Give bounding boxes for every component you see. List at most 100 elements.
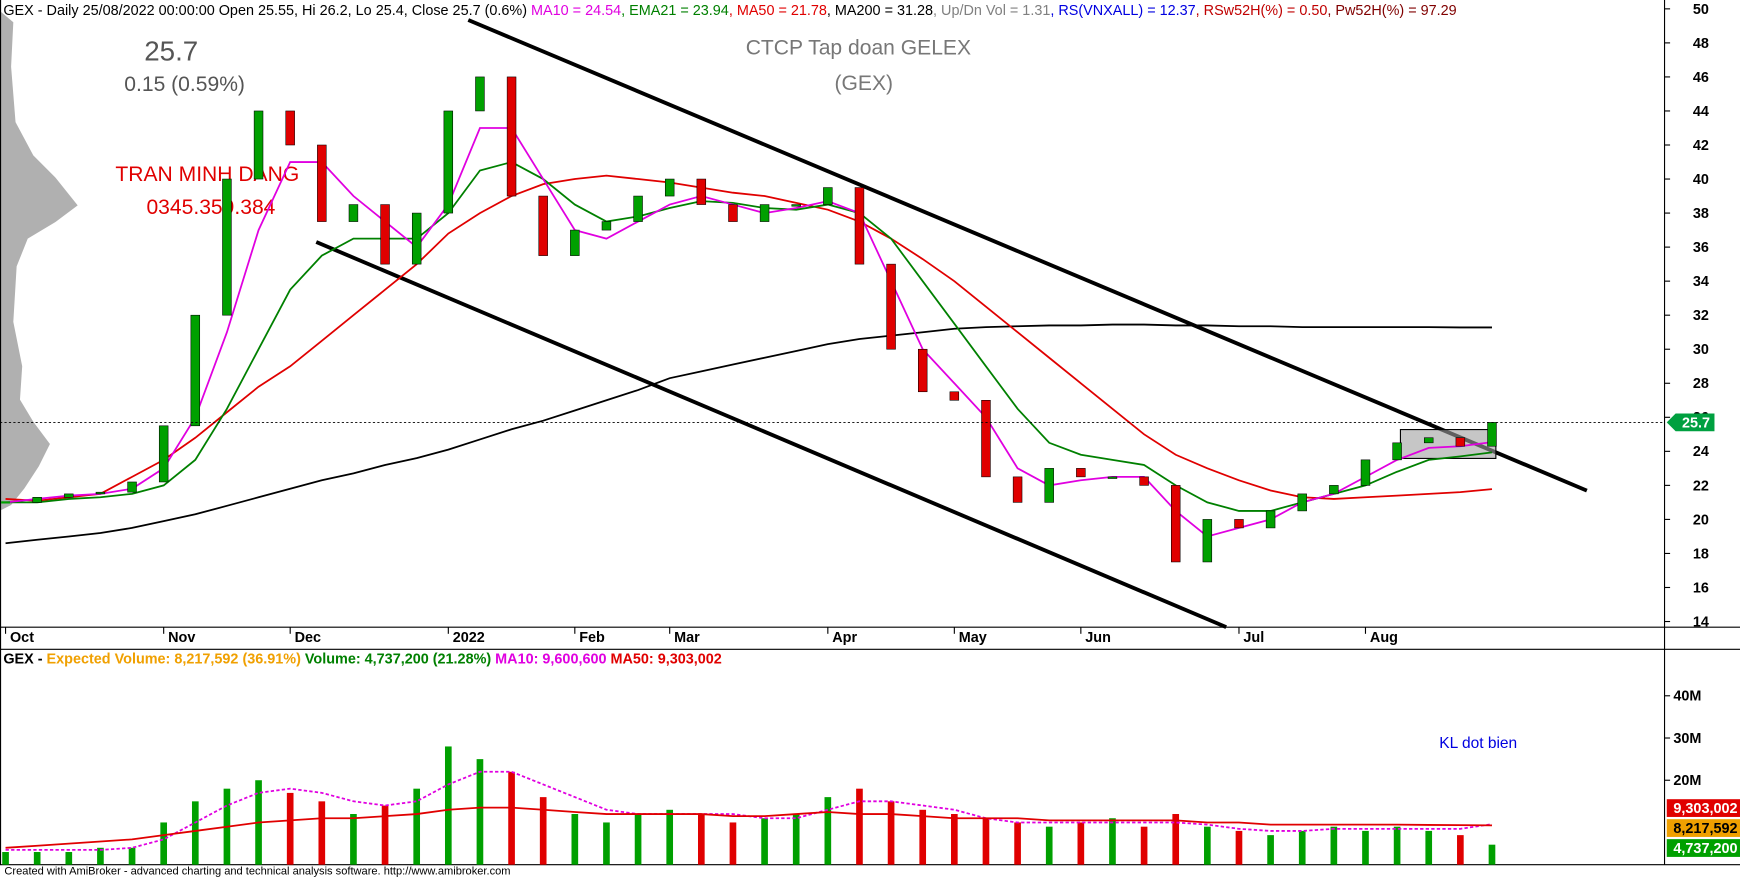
- header-item: MA10: 9,600,600: [491, 651, 606, 667]
- volume-bar: [97, 847, 104, 865]
- header-item: Expected Volume: 8,217,592 (36.91%): [47, 651, 302, 667]
- x-tick-label: May: [959, 630, 987, 646]
- volume-bar: [856, 788, 863, 865]
- volume-bar: [634, 814, 642, 865]
- volume-bar: [33, 852, 41, 865]
- y-tick-label: 40M: [1673, 689, 1701, 705]
- candle: [823, 187, 833, 205]
- y-tick-label: 38: [1693, 206, 1709, 222]
- candle: [285, 110, 295, 146]
- candle: [633, 195, 643, 222]
- y-tick-label: 32: [1693, 308, 1709, 324]
- y-tick-label: 16: [1693, 580, 1709, 596]
- candle: [917, 348, 928, 393]
- volume-bar: [1109, 818, 1116, 865]
- candle: [759, 204, 770, 222]
- candle: [981, 400, 991, 478]
- volume-bar: [1298, 830, 1306, 865]
- volume-bar: [350, 814, 357, 865]
- candle: [791, 204, 801, 207]
- header-item: GEX - Daily 25/08/2022 00:00:00 Open 25.…: [3, 3, 527, 19]
- candle: [95, 491, 106, 495]
- volume-bar: [951, 814, 958, 865]
- header-item: , MA50 = 21.78: [729, 3, 827, 19]
- candle: [411, 212, 422, 265]
- volume-bar: [603, 822, 610, 865]
- volume-bar: [1362, 830, 1369, 865]
- candle: [570, 229, 580, 256]
- line-series: [5, 806, 1492, 849]
- candle: [538, 195, 548, 256]
- y-tick-label: 40: [1693, 172, 1709, 188]
- volume-bar: [1425, 830, 1433, 865]
- volume-bar: [1330, 826, 1338, 865]
- company-name: CTCP Tap doan GELEX: [746, 36, 971, 59]
- candle: [854, 187, 865, 265]
- side-label: 8,217,592: [1673, 821, 1737, 837]
- volume-bar: [1393, 826, 1401, 865]
- volume-bar: [1267, 835, 1274, 865]
- candle: [1139, 476, 1149, 486]
- candle: [1424, 437, 1434, 444]
- volume-bar: [982, 818, 990, 865]
- volume-bar: [191, 801, 199, 865]
- x-tick-label: 2022: [453, 630, 485, 646]
- x-tick-label: Apr: [832, 630, 857, 646]
- candle: [1012, 476, 1023, 503]
- volume-bar: [1014, 822, 1021, 865]
- y-tick-label: 20M: [1673, 773, 1701, 789]
- candle: [32, 497, 42, 503]
- header-item: MA10 = 24.54: [527, 3, 621, 19]
- x-tick-label: Jul: [1243, 630, 1264, 646]
- last-price-box: [1666, 413, 1715, 432]
- line-series: [5, 174, 1493, 502]
- footer: Created with AmiBroker - advanced charti…: [4, 865, 510, 877]
- candle: [1360, 459, 1371, 486]
- volume-bar: [824, 797, 832, 865]
- y-tick-label: 30: [1693, 342, 1709, 358]
- volume-bar: [666, 809, 674, 865]
- x-tick-label: Mar: [674, 630, 700, 646]
- candle: [1171, 485, 1181, 563]
- candle: [696, 178, 707, 205]
- last-price-label: 25.7: [1682, 415, 1710, 431]
- candle: [317, 144, 327, 222]
- candle: [664, 178, 675, 197]
- y-tick-label: 22: [1693, 478, 1709, 494]
- y-tick-label: 46: [1693, 70, 1709, 86]
- quote-change: 0.15 (0.59%): [124, 73, 245, 96]
- volume-bar: [1140, 826, 1148, 865]
- volume-bar: [65, 852, 73, 865]
- candle: [1107, 476, 1118, 479]
- y-tick-label: 34: [1693, 274, 1709, 290]
- y-tick-label: 48: [1693, 36, 1709, 52]
- candle: [1, 501, 10, 504]
- watermark-phone: 0345.359.384: [146, 196, 275, 219]
- quote-price: 25.7: [144, 36, 198, 67]
- company-ticker: (GEX): [834, 72, 893, 95]
- side-label-box: [1666, 799, 1740, 817]
- y-tick-label: 18: [1693, 546, 1709, 562]
- candle: [443, 110, 454, 214]
- candle: [253, 110, 264, 180]
- volume-bar: [697, 814, 705, 865]
- y-tick-label: 28: [1693, 376, 1709, 392]
- side-label: 4,737,200: [1673, 841, 1737, 857]
- candle: [949, 391, 960, 401]
- candle: [127, 481, 137, 493]
- volume-bar: [381, 805, 389, 865]
- candle: [380, 204, 390, 265]
- candle: [190, 314, 201, 427]
- candle: [475, 76, 485, 112]
- volume-bar: [444, 746, 452, 865]
- header-item: GEX -: [3, 651, 46, 667]
- candle: [1297, 493, 1307, 512]
- y-tick-label: 20: [1693, 512, 1709, 528]
- volume-bar: [761, 818, 768, 865]
- header-item: , Up/Dn Vol = 1.31: [933, 3, 1050, 19]
- line-series: [5, 127, 1493, 538]
- annotation: KL dot bien: [1439, 735, 1517, 752]
- x-tick-label: Oct: [10, 630, 34, 646]
- candle: [158, 425, 169, 483]
